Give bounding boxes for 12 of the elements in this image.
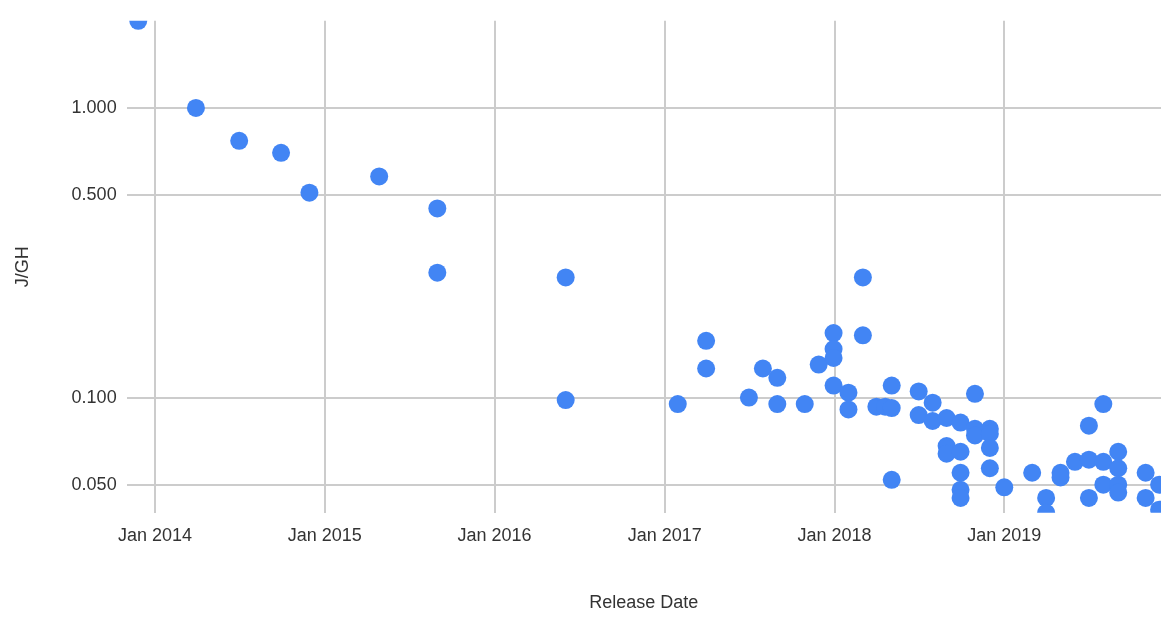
x-tick-label: Jan 2018 (797, 524, 872, 545)
y-tick-label: 0.500 (71, 184, 117, 205)
y-tick-label: 0.100 (71, 386, 117, 407)
x-tick-label: Jan 2014 (117, 524, 193, 545)
y-axis-title: J/GH (11, 246, 32, 288)
x-tick-label: Jan 2015 (287, 524, 362, 545)
y-tick-label: 0.050 (71, 473, 117, 494)
x-tick-label: Jan 2019 (967, 524, 1042, 545)
y-tick-label: 1.000 (71, 96, 117, 117)
x-axis-title: Release Date (589, 592, 699, 613)
x-tick-label: Jan 2016 (457, 524, 532, 545)
x-tick-label: Jan 2017 (627, 524, 702, 545)
